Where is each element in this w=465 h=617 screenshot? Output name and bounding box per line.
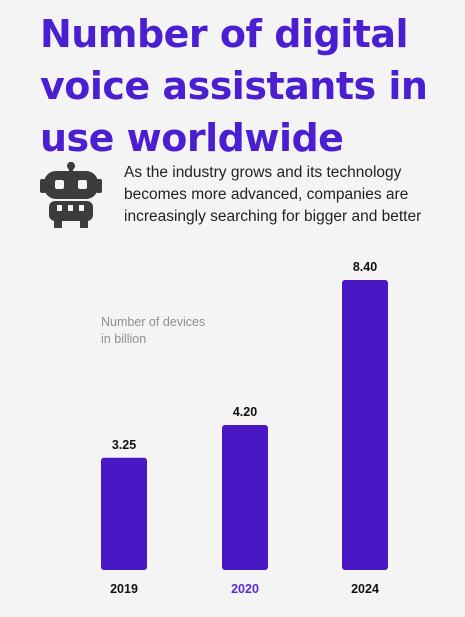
category-label-2019: 2019: [110, 582, 138, 596]
bar-2020: [222, 425, 268, 570]
page-title: Number of digital voice assistants in us…: [40, 12, 428, 160]
bars-group: 3.25 2019 4.20 2020 8.40 2024: [101, 260, 388, 596]
bar-2019: [101, 457, 147, 570]
description: As the industry grows and its technology…: [124, 164, 422, 225]
intro-section: As the industry grows and its technology…: [40, 160, 460, 230]
value-label-2019: 3.25: [112, 438, 136, 452]
robot-icon: [40, 162, 102, 228]
category-label-2024: 2024: [351, 582, 379, 596]
category-label-2020: 2020: [231, 582, 259, 596]
y-axis-label-line-2: in billion: [101, 332, 146, 346]
bar-chart: Number of devices in billion 3.25 2019 4.2…: [101, 260, 388, 596]
value-label-2020: 4.20: [233, 405, 257, 419]
value-label-2024: 8.40: [353, 260, 377, 274]
bar-2024: [342, 280, 388, 570]
y-axis-label: Number of devices in billion: [101, 313, 210, 346]
y-axis-label-line-1: Number of devices: [101, 315, 205, 329]
